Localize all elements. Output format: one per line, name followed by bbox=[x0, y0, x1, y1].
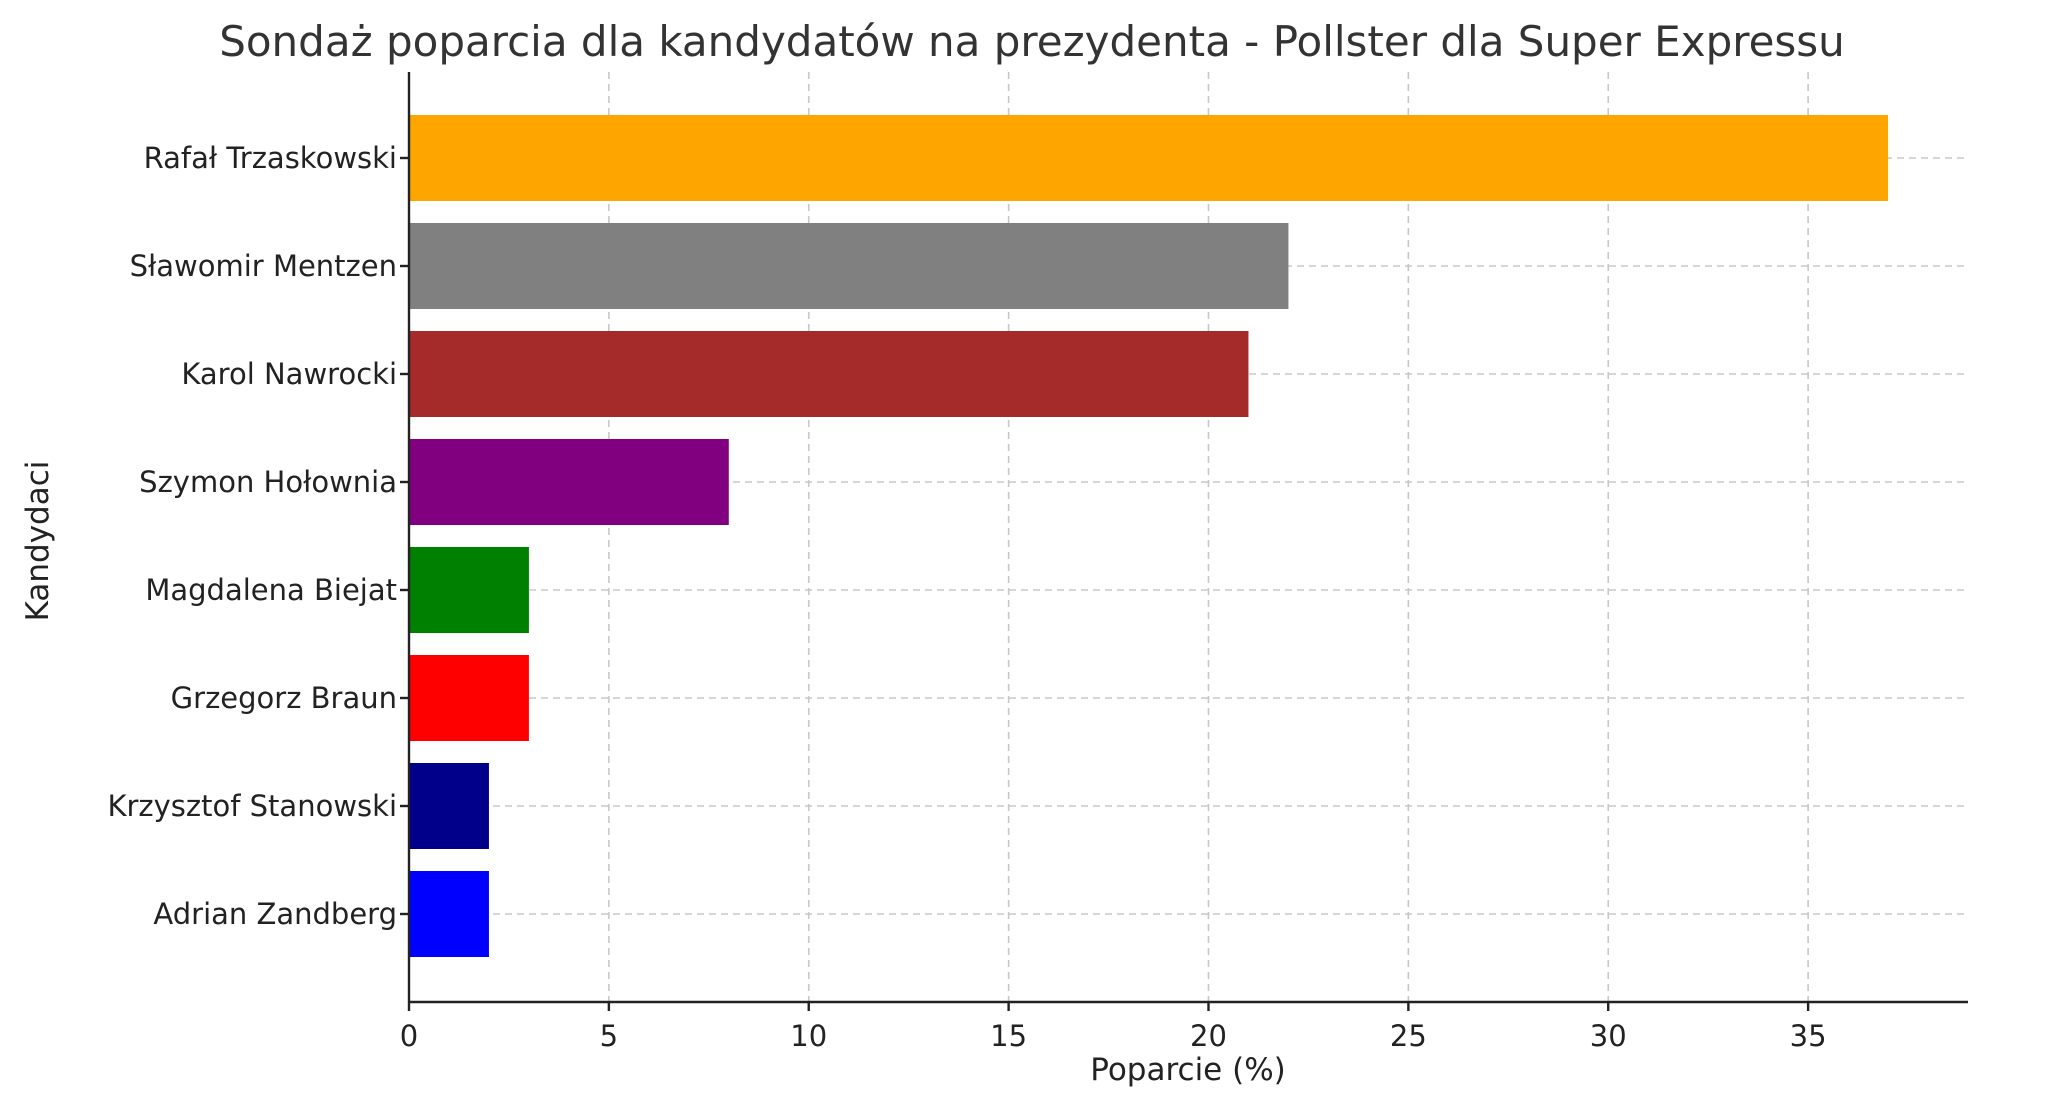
grid-layer bbox=[409, 72, 1968, 1002]
bar bbox=[409, 331, 1249, 417]
chart-title: Sondaż poparcia dla kandydatów na prezyd… bbox=[219, 17, 1845, 66]
x-tick-label: 5 bbox=[600, 1019, 618, 1053]
x-axis-label: Poparcie (%) bbox=[1090, 1052, 1286, 1088]
ticks-layer: 0 5 10 15 20 25 30 35 Rafał Trzaskowski Sławomir … bbox=[107, 141, 1826, 1053]
x-tick-label: 10 bbox=[790, 1019, 827, 1053]
bar bbox=[409, 763, 489, 849]
x-tick-label: 35 bbox=[1790, 1019, 1827, 1053]
y-tick-label: Krzysztof Stanowski bbox=[107, 789, 397, 823]
x-tick-label: 30 bbox=[1590, 1019, 1627, 1053]
x-tick-label: 20 bbox=[1190, 1019, 1227, 1053]
x-tick-label: 0 bbox=[400, 1019, 418, 1053]
bars-layer bbox=[409, 115, 1889, 957]
bar bbox=[409, 223, 1289, 309]
bar bbox=[409, 871, 489, 957]
x-tick-label: 15 bbox=[990, 1019, 1027, 1053]
y-tick-label: Szymon Hołownia bbox=[139, 465, 397, 499]
y-axis-label: Kandydaci bbox=[20, 461, 56, 622]
y-tick-label: Sławomir Mentzen bbox=[130, 249, 397, 283]
y-tick-label: Rafał Trzaskowski bbox=[144, 141, 397, 175]
y-tick-label: Karol Nawrocki bbox=[181, 357, 397, 391]
bar bbox=[409, 547, 529, 633]
y-tick-label: Adrian Zandberg bbox=[153, 897, 397, 931]
axes-layer bbox=[407, 72, 1968, 1004]
bar bbox=[409, 115, 1889, 201]
y-tick-label: Grzegorz Braun bbox=[171, 681, 397, 715]
bar bbox=[409, 655, 529, 741]
x-tick-label: 25 bbox=[1390, 1019, 1427, 1053]
y-tick-label: Magdalena Biejat bbox=[145, 573, 397, 607]
bar bbox=[409, 439, 729, 525]
